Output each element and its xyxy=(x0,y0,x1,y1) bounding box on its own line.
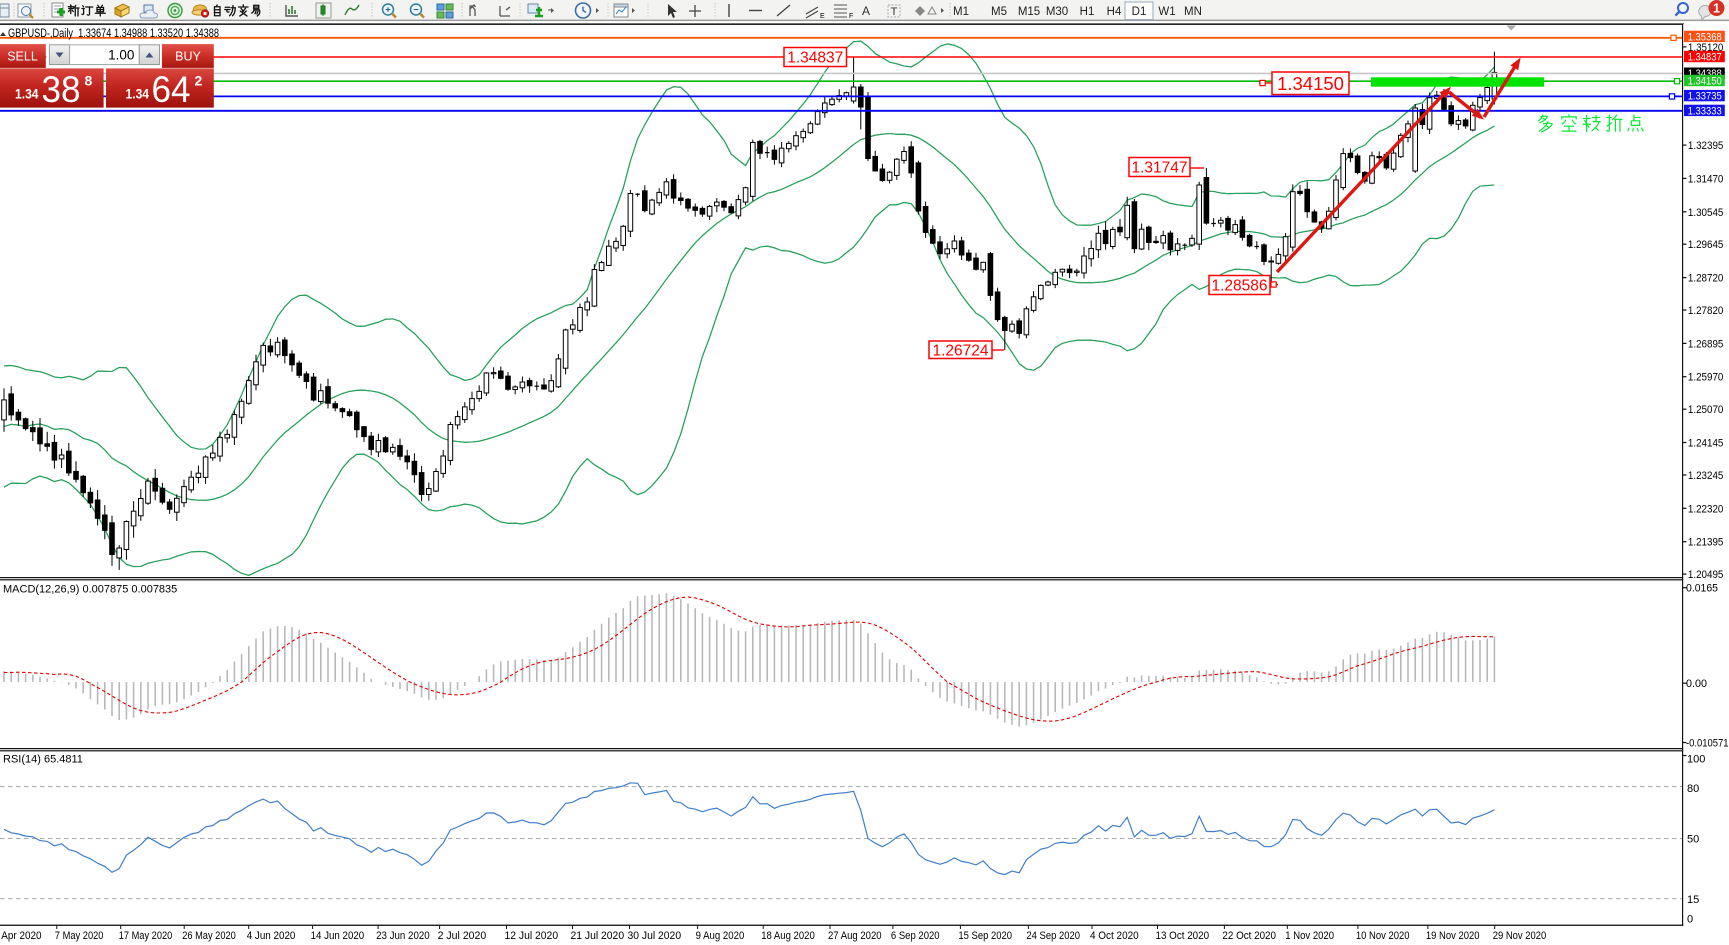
svg-text:9 Aug 2020: 9 Aug 2020 xyxy=(696,930,745,942)
svg-text:0.00: 0.00 xyxy=(1686,678,1707,690)
svg-text:8: 8 xyxy=(85,73,93,89)
svg-text:4 Jun 2020: 4 Jun 2020 xyxy=(247,930,296,942)
svg-text:GBPUSD-,Daily 1.33674 1.34988: GBPUSD-,Daily 1.33674 1.34988 1.33520 1.… xyxy=(8,26,219,40)
svg-text:1.32395: 1.32395 xyxy=(1688,140,1724,152)
svg-text:1.25970: 1.25970 xyxy=(1688,372,1724,384)
svg-text:1.24145: 1.24145 xyxy=(1688,438,1724,450)
svg-text:1.26724: 1.26724 xyxy=(932,342,988,359)
svg-text:W1: W1 xyxy=(1158,6,1175,18)
svg-text:1.30545: 1.30545 xyxy=(1688,207,1724,219)
svg-text:M5: M5 xyxy=(991,6,1007,18)
svg-text:6 Sep 2020: 6 Sep 2020 xyxy=(891,930,940,942)
svg-text:64: 64 xyxy=(152,68,191,110)
svg-text:E: E xyxy=(820,13,825,20)
svg-text:1.34150: 1.34150 xyxy=(1688,75,1722,87)
svg-text:0.0165: 0.0165 xyxy=(1686,583,1718,595)
svg-text:1.27820: 1.27820 xyxy=(1688,305,1724,317)
svg-text:1.22320: 1.22320 xyxy=(1688,503,1724,515)
svg-text:1.34837: 1.34837 xyxy=(1688,51,1722,63)
svg-text:2 Jul 2020: 2 Jul 2020 xyxy=(438,930,487,942)
svg-text:14 Jun 2020: 14 Jun 2020 xyxy=(311,930,365,942)
svg-text:1.33735: 1.33735 xyxy=(1688,91,1722,103)
svg-text:15: 15 xyxy=(1687,894,1699,906)
svg-text:1: 1 xyxy=(1713,1,1720,15)
svg-text:1.29645: 1.29645 xyxy=(1688,239,1724,251)
svg-text:1.34837: 1.34837 xyxy=(787,50,843,67)
svg-text:1.34: 1.34 xyxy=(126,86,150,102)
svg-text:MACD(12,26,9) 0.007875 0.00783: MACD(12,26,9) 0.007875 0.007835 xyxy=(3,584,177,596)
svg-text:T: T xyxy=(891,6,898,18)
svg-text:100: 100 xyxy=(1687,754,1705,766)
svg-text:7 May 2020: 7 May 2020 xyxy=(55,930,104,942)
svg-text:1.00: 1.00 xyxy=(108,48,134,63)
svg-text:M30: M30 xyxy=(1046,6,1068,18)
svg-text:D1: D1 xyxy=(1132,6,1147,18)
svg-text:SELL: SELL xyxy=(7,50,38,64)
svg-text:1.20495: 1.20495 xyxy=(1688,569,1724,581)
svg-text:22 Oct 2020: 22 Oct 2020 xyxy=(1222,930,1276,942)
svg-text:1.25070: 1.25070 xyxy=(1688,404,1724,416)
svg-text:H4: H4 xyxy=(1107,6,1122,18)
svg-text:1.35368: 1.35368 xyxy=(1688,31,1722,43)
svg-text:19 Nov 2020: 19 Nov 2020 xyxy=(1426,930,1480,942)
svg-text:1.26895: 1.26895 xyxy=(1688,338,1724,350)
svg-text:2: 2 xyxy=(195,73,203,89)
svg-text:30 Jul 2020: 30 Jul 2020 xyxy=(628,930,682,942)
svg-text:1.28720: 1.28720 xyxy=(1688,273,1724,285)
svg-text:1.34150: 1.34150 xyxy=(1277,73,1344,94)
svg-text:10 Nov 2020: 10 Nov 2020 xyxy=(1356,930,1410,942)
svg-text:+: + xyxy=(385,5,390,15)
svg-text:M15: M15 xyxy=(1018,6,1040,18)
svg-text:24 Sep 2020: 24 Sep 2020 xyxy=(1026,930,1080,942)
svg-text:F: F xyxy=(849,13,853,20)
svg-text:17 May 2020: 17 May 2020 xyxy=(119,930,173,942)
svg-text:4 Oct 2020: 4 Oct 2020 xyxy=(1090,930,1139,942)
svg-text:RSI(14) 65.4811: RSI(14) 65.4811 xyxy=(3,754,83,766)
svg-text:MN: MN xyxy=(1184,6,1202,18)
svg-text:1.23245: 1.23245 xyxy=(1688,470,1724,482)
svg-text:80: 80 xyxy=(1687,783,1699,795)
svg-text:13 Oct 2020: 13 Oct 2020 xyxy=(1156,930,1210,942)
svg-text:29 Nov 2020: 29 Nov 2020 xyxy=(1493,930,1547,942)
svg-text:1.31747: 1.31747 xyxy=(1131,160,1187,177)
svg-text:1.21395: 1.21395 xyxy=(1688,537,1724,549)
svg-text:28 Apr 2020: 28 Apr 2020 xyxy=(0,930,42,942)
svg-text:23 Jun 2020: 23 Jun 2020 xyxy=(376,930,430,942)
svg-text:H1: H1 xyxy=(1080,6,1095,18)
svg-text:A: A xyxy=(862,4,870,18)
svg-text:1.31470: 1.31470 xyxy=(1688,173,1724,185)
svg-text:1.33333: 1.33333 xyxy=(1688,105,1722,117)
svg-text:26 May 2020: 26 May 2020 xyxy=(182,930,236,942)
svg-text:38: 38 xyxy=(42,68,81,110)
svg-text:15 Sep 2020: 15 Sep 2020 xyxy=(958,930,1012,942)
svg-text:BUY: BUY xyxy=(175,50,201,64)
svg-text:1.28586: 1.28586 xyxy=(1211,278,1267,295)
svg-text:0: 0 xyxy=(1687,914,1693,926)
svg-text:18 Aug 2020: 18 Aug 2020 xyxy=(761,930,815,942)
svg-text:50: 50 xyxy=(1687,834,1699,846)
svg-text:1.34: 1.34 xyxy=(15,86,39,102)
svg-text:-0.010571: -0.010571 xyxy=(1686,738,1729,750)
svg-text:1 Nov 2020: 1 Nov 2020 xyxy=(1285,930,1334,942)
svg-text:M1: M1 xyxy=(953,6,969,18)
svg-text:21 Jul 2020: 21 Jul 2020 xyxy=(571,930,625,942)
svg-text:27 Aug 2020: 27 Aug 2020 xyxy=(828,930,882,942)
svg-text:12 Jul 2020: 12 Jul 2020 xyxy=(505,930,559,942)
svg-text:−: − xyxy=(413,5,418,15)
